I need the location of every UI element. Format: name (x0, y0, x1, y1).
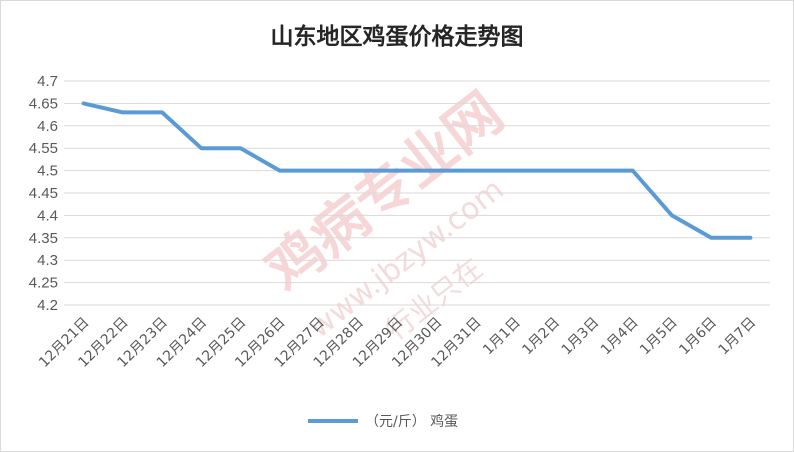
x-tick-label: 1月4日 (598, 315, 642, 359)
legend-label: （元/斤） 鸡蛋 (365, 413, 458, 430)
y-tick-label: 4.55 (29, 140, 58, 157)
y-tick-label: 4.6 (37, 118, 58, 135)
y-tick-label: 4.25 (29, 275, 58, 292)
chart-title: 山东地区鸡蛋价格走势图 (271, 23, 524, 50)
y-tick-label: 4.2 (37, 297, 58, 314)
series-layer (81, 101, 753, 240)
x-tick-label: 1月3日 (559, 315, 603, 359)
legend: （元/斤） 鸡蛋 (308, 413, 458, 430)
y-tick-label: 4.45 (29, 185, 58, 202)
x-tick-label: 1月6日 (676, 315, 720, 359)
y-tick-label: 4.7 (37, 73, 58, 90)
y-tick-label: 4.5 (37, 163, 58, 180)
x-tick-label: 1月1日 (480, 315, 524, 359)
y-tick-label: 4.35 (29, 230, 58, 247)
y-axis-ticks: 4.2 4.25 4.3 4.35 4.4 4.45 4.5 4.55 4.6 4.65 4.7 (29, 73, 58, 314)
y-tick-label: 4.3 (37, 252, 58, 269)
series-line (81, 101, 753, 240)
x-tick-label: 1月7日 (715, 315, 759, 359)
x-tick-label: 1月2日 (519, 315, 563, 359)
y-tick-label: 4.65 (29, 95, 58, 112)
gridlines (64, 80, 770, 306)
y-tick-label: 4.4 (37, 207, 58, 224)
x-tick-label: 1月5日 (637, 315, 681, 359)
watermark: 鸡病专业网 www.jbzyw.com 行业只在 (255, 80, 516, 346)
